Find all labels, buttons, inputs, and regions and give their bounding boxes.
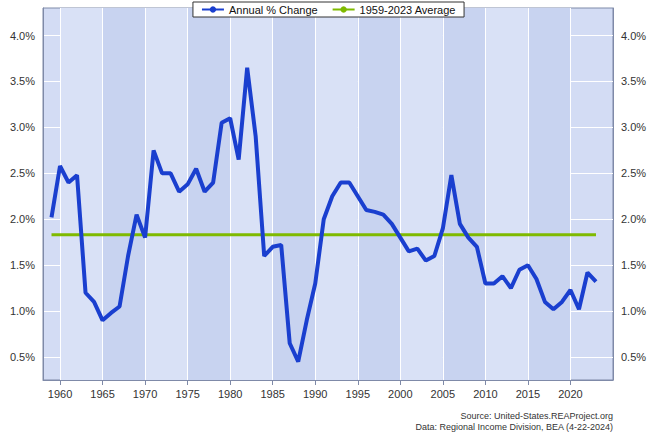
svg-text:1975: 1975 [175,388,199,400]
svg-text:3.0%: 3.0% [621,121,646,133]
svg-text:4.0%: 4.0% [621,30,646,42]
svg-text:Annual % Change: Annual % Change [229,4,318,16]
svg-text:1960: 1960 [48,388,72,400]
svg-text:3.5%: 3.5% [10,75,35,87]
svg-text:3.0%: 3.0% [10,121,35,133]
svg-text:2.5%: 2.5% [10,167,35,179]
svg-text:Source: United-States.REAProje: Source: United-States.REAProject.org [460,411,613,421]
svg-text:1970: 1970 [133,388,157,400]
svg-text:1.5%: 1.5% [621,259,646,271]
svg-text:2015: 2015 [516,388,540,400]
svg-text:0.5%: 0.5% [10,351,35,363]
svg-text:1995: 1995 [346,388,370,400]
svg-text:2020: 2020 [558,388,582,400]
svg-text:1990: 1990 [303,388,327,400]
svg-text:0.5%: 0.5% [621,351,646,363]
svg-text:1965: 1965 [90,388,114,400]
svg-text:2005: 2005 [431,388,455,400]
svg-text:2010: 2010 [473,388,497,400]
svg-text:1959-2023 Average: 1959-2023 Average [360,4,456,16]
svg-text:1985: 1985 [260,388,284,400]
svg-text:1.5%: 1.5% [10,259,35,271]
svg-text:2.5%: 2.5% [621,167,646,179]
svg-text:2000: 2000 [388,388,412,400]
svg-text:1.0%: 1.0% [621,305,646,317]
svg-text:2.0%: 2.0% [621,213,646,225]
svg-text:2.0%: 2.0% [10,213,35,225]
svg-text:3.5%: 3.5% [621,75,646,87]
svg-text:1.0%: 1.0% [10,305,35,317]
svg-text:Data: Regional Income Division: Data: Regional Income Division, BEA (4-2… [415,422,613,432]
svg-text:1980: 1980 [218,388,242,400]
svg-text:4.0%: 4.0% [10,30,35,42]
